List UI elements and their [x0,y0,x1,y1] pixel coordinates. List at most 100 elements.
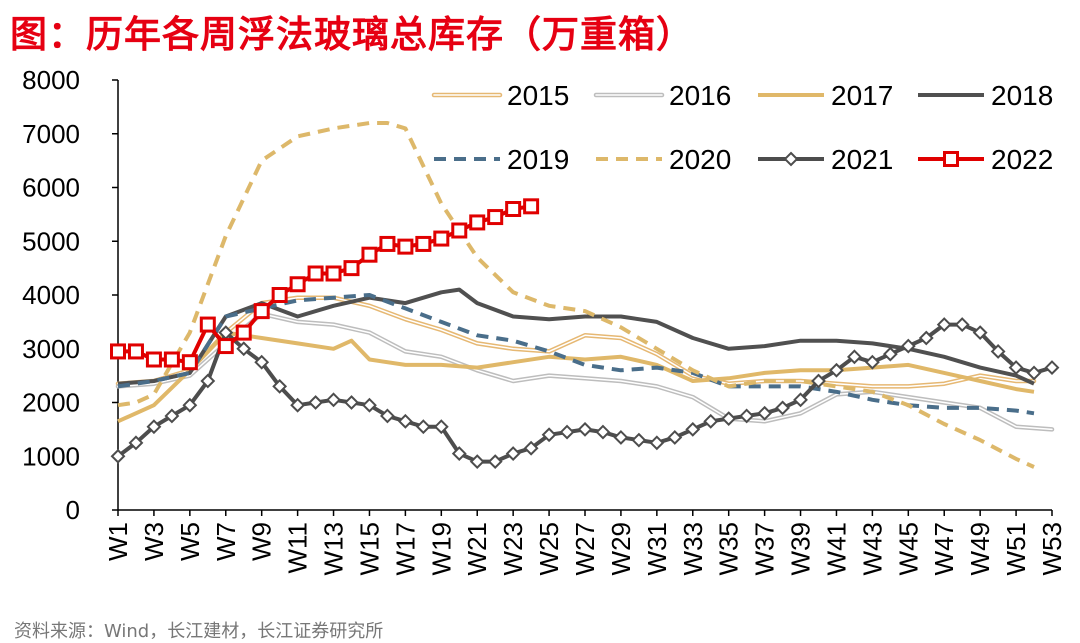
y-tick-label: 3000 [22,334,80,364]
legend-item-2016: 2016 [593,80,731,111]
data-point-2021 [344,395,359,410]
data-point-2021 [397,413,413,429]
data-point-2021 [864,354,880,370]
y-tick-label: 6000 [22,173,80,203]
x-tick-label: W23 [498,522,528,575]
data-point-2022 [271,287,288,303]
source-note: 资料来源：Wind，长江建材，长江证券研究所 [14,621,384,642]
data-point-2021 [793,392,808,408]
data-point-2021 [829,362,844,378]
data-point-2021 [272,378,288,394]
series-2018 [117,287,1035,386]
legend-label: 2017 [831,80,893,111]
data-point-2021 [128,435,144,451]
legend-item-2015: 2015 [431,80,569,111]
x-tick-label: W51 [1001,522,1031,575]
series-line-2016 [115,311,1055,432]
data-point-2021 [487,454,503,470]
data-point-2021 [254,354,270,370]
data-point-2022 [433,230,450,247]
legend-label: 2019 [507,144,569,175]
x-tick-label: W21 [462,522,492,575]
x-tick-label: W15 [354,522,384,575]
x-tick-label: W41 [821,522,851,575]
data-point-2022 [505,201,522,217]
x-tick-label: W33 [678,522,708,575]
legend-item-2020: 2020 [596,144,731,175]
data-point-2021 [290,397,306,413]
data-point-2022 [217,338,234,355]
data-point-2022 [343,260,360,277]
legend-item-2017: 2017 [758,80,893,111]
data-point-2021 [595,424,611,440]
data-point-2021 [721,411,737,427]
data-point-2021 [918,330,934,346]
series-2017 [117,330,1035,424]
data-point-2022 [110,343,126,360]
legend-label: 2015 [507,80,569,111]
series-2021 [110,317,1060,470]
data-point-2022 [199,316,216,333]
data-point-2021 [847,349,862,365]
x-tick-label: W17 [390,522,420,575]
data-point-2021 [1026,365,1042,381]
data-point-2021 [1008,360,1024,375]
series-2020 [117,121,1035,469]
data-point-2022 [253,303,270,320]
data-point-2021 [667,430,683,445]
series-2019 [117,293,1035,416]
data-point-2021 [811,373,826,389]
y-tick-label: 5000 [22,226,80,256]
data-point-2021 [523,440,539,456]
data-point-2022 [469,214,486,231]
data-point-2022 [181,354,198,371]
x-tick-label: W5 [175,522,205,561]
legend-item-2021: 2021 [758,144,893,175]
series-line-2018 [117,287,1035,386]
data-point-2021 [326,392,341,408]
x-tick-label: W35 [714,522,744,575]
data-point-2021 [613,430,629,445]
data-point-2021 [972,325,988,341]
legend-marker [943,151,959,167]
data-point-2022 [451,222,468,239]
legend-label: 2018 [991,80,1053,111]
data-point-2022 [127,343,144,360]
data-point-2022 [361,246,378,263]
data-point-2021 [200,373,216,389]
x-tick-label: W13 [319,522,349,575]
x-tick-label: W19 [426,522,456,575]
data-point-2021 [182,397,198,413]
data-point-2021 [757,405,773,421]
data-point-2021 [451,446,467,461]
legend-label: 2021 [831,144,893,175]
series-line-2020 [117,121,1035,469]
x-tick-label: W7 [211,522,241,561]
legend: 2015 2016 2017 2018 2019 2020 2021 2022 [431,80,1053,175]
data-point-2022 [145,351,162,368]
x-tick-label: W47 [929,522,959,575]
series-line-2016-inner [117,313,1053,431]
x-tick-label: W53 [1037,522,1067,575]
data-point-2021 [954,317,970,332]
data-point-2021 [739,408,755,424]
data-point-2022 [289,276,306,293]
data-point-2021 [164,408,180,424]
data-point-2021 [882,346,898,362]
data-point-2021 [415,419,431,435]
x-tick-label: W9 [247,522,277,561]
data-point-2021 [380,408,395,424]
y-tick-label: 0 [66,495,80,525]
data-point-2022 [307,265,324,282]
x-tick-label: W39 [786,522,816,575]
data-point-2021 [236,341,252,357]
y-tick-label: 1000 [22,441,80,471]
series-layer [110,121,1060,470]
series-line-2017 [117,330,1035,424]
data-point-2022 [487,209,504,226]
legend-label: 2020 [669,144,731,175]
legend-label: 2016 [669,80,731,111]
data-point-2021 [505,446,521,461]
